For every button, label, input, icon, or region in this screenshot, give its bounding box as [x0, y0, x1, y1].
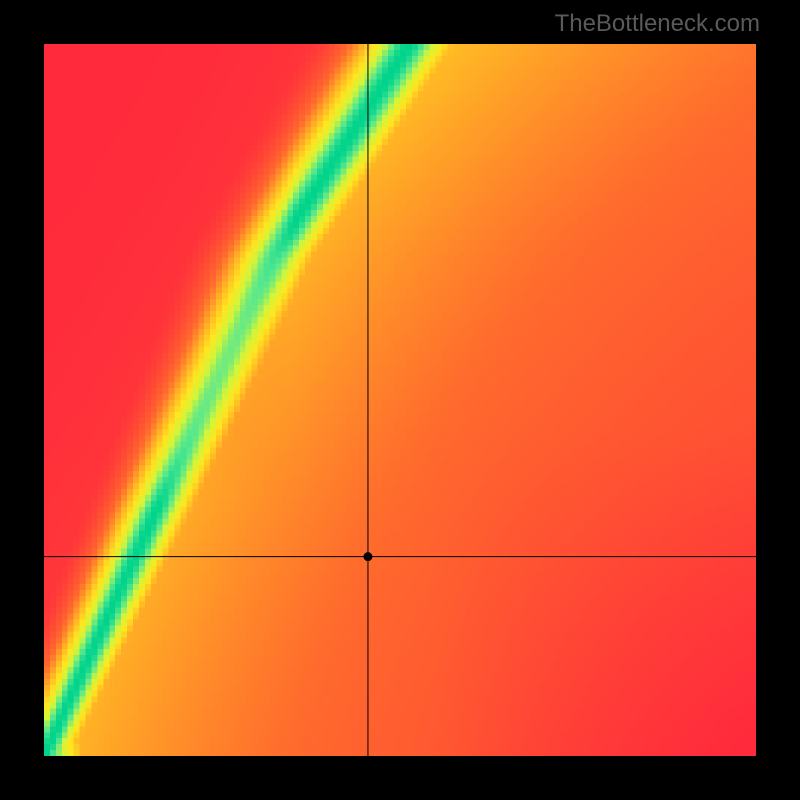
chart-container: TheBottleneck.com	[0, 0, 800, 800]
watermark-text: TheBottleneck.com	[555, 10, 760, 38]
bottleneck-heatmap	[44, 44, 756, 756]
